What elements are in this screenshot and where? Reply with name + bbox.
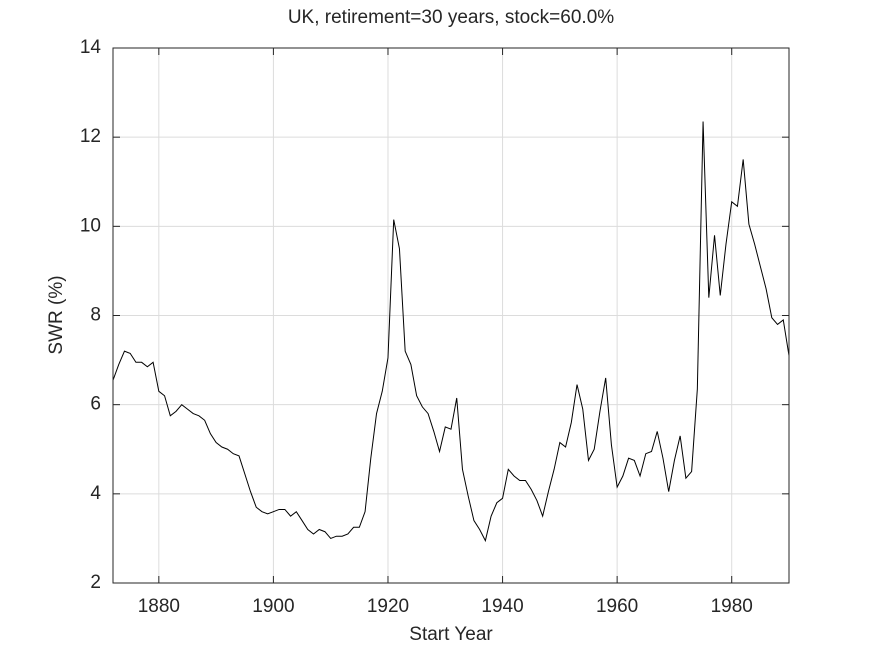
x-axis-label: Start Year: [409, 624, 493, 645]
x-tick-label: 1880: [138, 596, 180, 617]
x-tick-label: 1960: [596, 596, 638, 617]
data-line: [113, 121, 789, 543]
plot-frame: [112, 47, 790, 584]
y-tick-label: 4: [90, 483, 101, 504]
y-tick-label: 8: [90, 305, 101, 326]
y-tick-label: 12: [80, 126, 101, 147]
y-tick-label: 10: [80, 215, 101, 236]
y-tick-label: 2: [90, 572, 101, 593]
y-axis-label: SWR (%): [46, 275, 67, 354]
chart-title: UK, retirement=30 years, stock=60.0%: [288, 7, 614, 28]
x-tick-label: 1980: [711, 596, 753, 617]
x-tick-label: 1940: [481, 596, 523, 617]
x-tick-label: 1920: [367, 596, 409, 617]
y-tick-label: 14: [80, 37, 102, 58]
x-tick-label: 1900: [252, 596, 294, 617]
y-tick-label: 6: [90, 394, 101, 415]
